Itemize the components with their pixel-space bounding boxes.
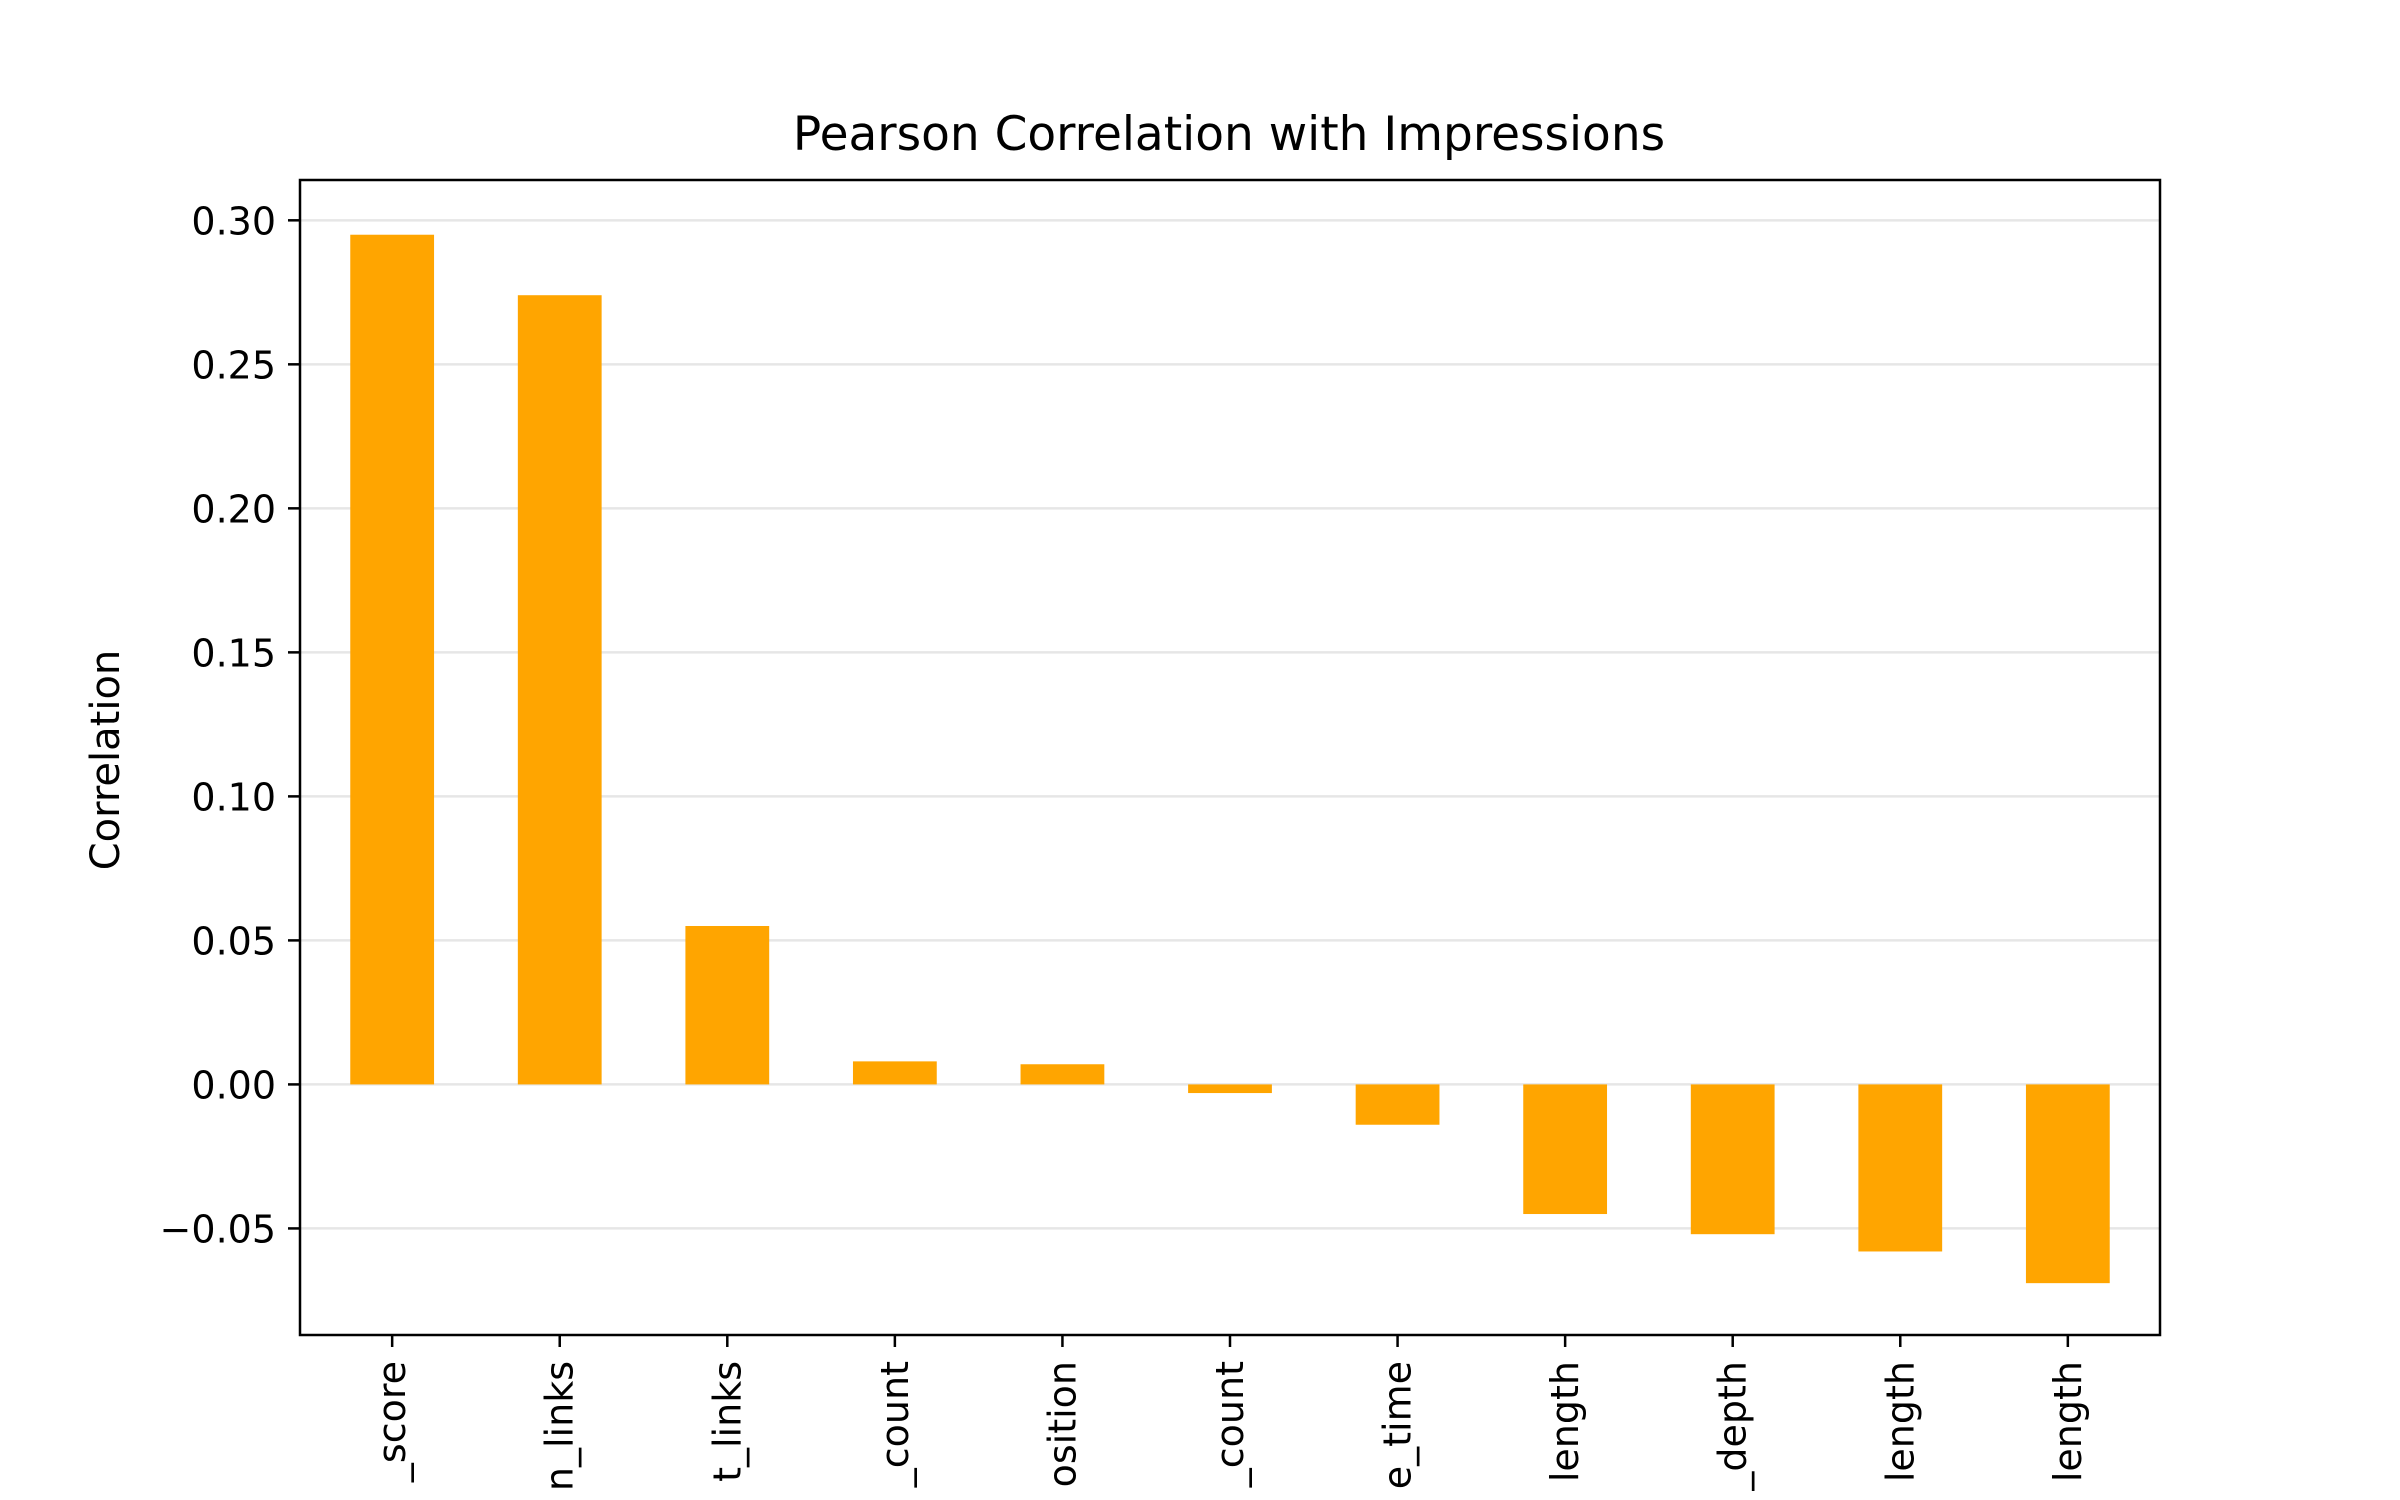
y-tick-label: 0.15	[191, 631, 276, 675]
x-tick-label: osition	[1040, 1361, 1084, 1487]
bar	[1858, 1084, 1943, 1252]
y-tick-label: −0.05	[160, 1207, 276, 1251]
bar	[685, 925, 770, 1085]
x-tick-label: length	[1878, 1361, 1922, 1482]
y-tick-label: 0.05	[191, 919, 276, 963]
x-tick-label: _count	[1208, 1361, 1252, 1488]
x-tick-label: n_links	[538, 1361, 582, 1491]
x-tick-label: length	[1543, 1361, 1587, 1482]
bar	[1690, 1084, 1775, 1235]
bar	[852, 1061, 937, 1085]
y-tick-label: 0.10	[191, 775, 276, 819]
y-tick-label: 0.00	[191, 1063, 276, 1107]
y-tick-label: 0.20	[191, 487, 276, 531]
x-axis-ticks: _score n_links t_links _count osition _count e…	[370, 1335, 2090, 1492]
bar	[1188, 1084, 1272, 1094]
bar	[1020, 1064, 1105, 1085]
x-tick-label: t_links	[705, 1361, 749, 1482]
y-axis-label: Correlation	[83, 650, 129, 871]
y-tick-label: 0.30	[191, 199, 276, 243]
x-tick-label: _score	[370, 1361, 414, 1483]
bar	[1523, 1084, 1608, 1215]
bar	[1355, 1084, 1440, 1125]
x-tick-label: _depth	[1711, 1361, 1755, 1492]
bar	[350, 234, 435, 1085]
x-tick-label: _count	[873, 1361, 917, 1488]
y-tick-label: 0.25	[191, 343, 276, 387]
bar	[2025, 1084, 2110, 1284]
bar-layer	[350, 234, 2110, 1284]
x-tick-label: length	[2046, 1361, 2090, 1482]
y-axis-ticks: −0.05 0.00 0.05 0.10 0.15 0.20 0.25 0.30	[160, 199, 300, 1251]
chart-title: Pearson Correlation with Impressions	[793, 107, 1665, 162]
x-tick-label: e_time	[1376, 1361, 1420, 1489]
bar	[517, 295, 602, 1085]
